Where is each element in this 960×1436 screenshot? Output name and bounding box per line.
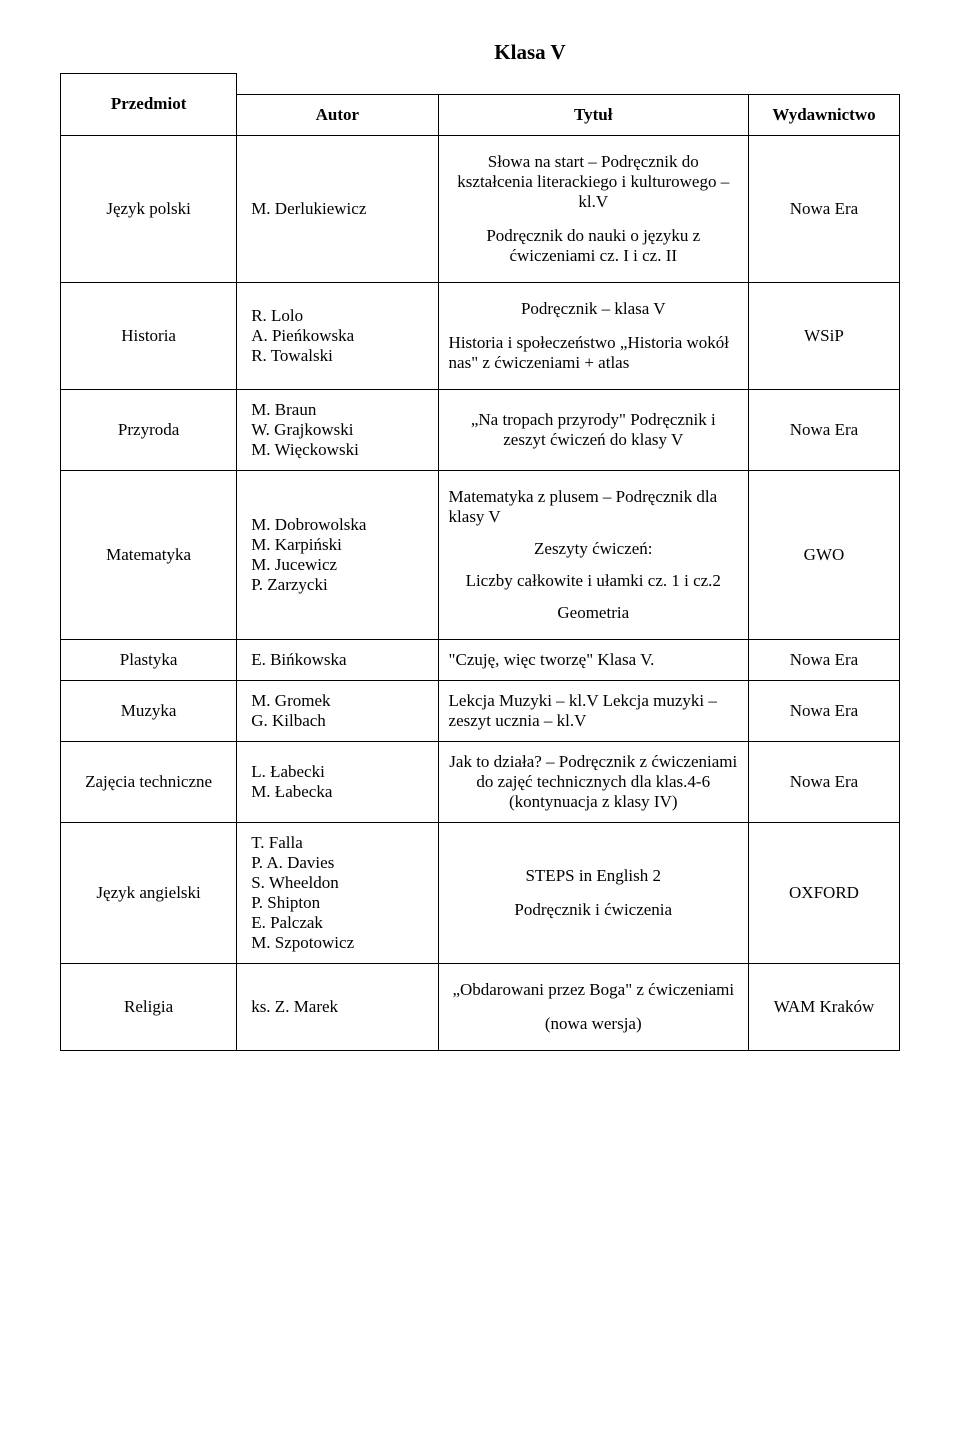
title-line: (nowa wersja) <box>449 1014 738 1034</box>
cell-publisher: WAM Kraków <box>748 963 899 1050</box>
cell-publisher: Nowa Era <box>748 741 899 822</box>
author-line: P. Shipton <box>251 893 429 913</box>
cell-subject: Przyroda <box>61 389 237 470</box>
author-line: E. Palczak <box>251 913 429 933</box>
cell-author: E. Bińkowska <box>237 639 438 680</box>
author-line: L. Łabecki <box>251 762 429 782</box>
cell-publisher: Nowa Era <box>748 389 899 470</box>
cell-title: "Czuję, więc tworzę" Klasa V. <box>438 639 748 680</box>
cell-title: Podręcznik – klasa V Historia i społecze… <box>438 282 748 389</box>
cell-subject: Plastyka <box>61 639 237 680</box>
cell-subject: Zajęcia techniczne <box>61 741 237 822</box>
cell-title: „Obdarowani przez Boga" z ćwiczeniami (n… <box>438 963 748 1050</box>
cell-author: M. Dobrowolska M. Karpiński M. Jucewicz … <box>237 470 438 639</box>
cell-title: Słowa na start – Podręcznik do kształcen… <box>438 135 748 282</box>
author-line: M. Łabecka <box>251 782 429 802</box>
header-publisher: Wydawnictwo <box>748 94 899 135</box>
title-line: Słowa na start – Podręcznik do kształcen… <box>449 152 738 212</box>
author-line: R. Towalski <box>251 346 429 366</box>
table-row: Historia R. Lolo A. Pieńkowska R. Towals… <box>61 282 900 389</box>
cell-subject: Historia <box>61 282 237 389</box>
table-row: Matematyka M. Dobrowolska M. Karpiński M… <box>61 470 900 639</box>
author-line: M. Karpiński <box>251 535 429 555</box>
cell-publisher: Nowa Era <box>748 680 899 741</box>
header-author: Autor <box>237 94 438 135</box>
author-line: R. Lolo <box>251 306 429 326</box>
author-line: S. Wheeldon <box>251 873 429 893</box>
header-spacer <box>237 74 900 95</box>
author-line: A. Pieńkowska <box>251 326 429 346</box>
cell-subject: Język angielski <box>61 822 237 963</box>
cell-title: Jak to działa? – Podręcznik z ćwiczeniam… <box>438 741 748 822</box>
cell-title: Lekcja Muzyki – kl.V Lekcja muzyki – zes… <box>438 680 748 741</box>
cell-subject: Język polski <box>61 135 237 282</box>
header-subject: Przedmiot <box>61 74 237 136</box>
author-line: M. Dobrowolska <box>251 515 429 535</box>
table-row: Język angielski T. Falla P. A. Davies S.… <box>61 822 900 963</box>
cell-publisher: Nowa Era <box>748 135 899 282</box>
cell-author: M. Gromek G. Kilbach <box>237 680 438 741</box>
author-line: P. Zarzycki <box>251 575 429 595</box>
header-title: Tytuł <box>438 94 748 135</box>
title-line: Matematyka z plusem – Podręcznik dla kla… <box>449 487 738 527</box>
cell-author: R. Lolo A. Pieńkowska R. Towalski <box>237 282 438 389</box>
header-row: Przedmiot <box>61 74 900 95</box>
cell-title: Matematyka z plusem – Podręcznik dla kla… <box>438 470 748 639</box>
author-line: M. Więckowski <box>251 440 429 460</box>
table-row: Religia ks. Z. Marek „Obdarowani przez B… <box>61 963 900 1050</box>
author-line: M. Braun <box>251 400 429 420</box>
textbook-table: Przedmiot Autor Tytuł Wydawnictwo Język … <box>60 73 900 1051</box>
cell-author: L. Łabecki M. Łabecka <box>237 741 438 822</box>
cell-author: ks. Z. Marek <box>237 963 438 1050</box>
cell-publisher: Nowa Era <box>748 639 899 680</box>
title-line: Zeszyty ćwiczeń: <box>449 539 738 559</box>
title-line: Podręcznik i ćwiczenia <box>449 900 738 920</box>
cell-title: „Na tropach przyrody" Podręcznik i zeszy… <box>438 389 748 470</box>
author-line: M. Jucewicz <box>251 555 429 575</box>
table-row: Plastyka E. Bińkowska "Czuję, więc tworz… <box>61 639 900 680</box>
table-row: Język polski M. Derlukiewicz Słowa na st… <box>61 135 900 282</box>
cell-publisher: GWO <box>748 470 899 639</box>
title-line: Historia i społeczeństwo „Historia wokół… <box>449 333 738 373</box>
title-line: STEPS in English 2 <box>449 866 738 886</box>
table-row: Zajęcia techniczne L. Łabecki M. Łabecka… <box>61 741 900 822</box>
author-line: M. Gromek <box>251 691 429 711</box>
table-row: Przyroda M. Braun W. Grajkowski M. Więck… <box>61 389 900 470</box>
title-line: Podręcznik – klasa V <box>449 299 738 319</box>
author-line: P. A. Davies <box>251 853 429 873</box>
author-line: G. Kilbach <box>251 711 429 731</box>
title-line: „Obdarowani przez Boga" z ćwiczeniami <box>449 980 738 1000</box>
title-line: Geometria <box>449 603 738 623</box>
cell-author: M. Braun W. Grajkowski M. Więckowski <box>237 389 438 470</box>
page-title: Klasa V <box>160 40 900 65</box>
cell-subject: Religia <box>61 963 237 1050</box>
cell-author: M. Derlukiewicz <box>237 135 438 282</box>
cell-subject: Muzyka <box>61 680 237 741</box>
cell-publisher: WSiP <box>748 282 899 389</box>
cell-publisher: OXFORD <box>748 822 899 963</box>
table-row: Muzyka M. Gromek G. Kilbach Lekcja Muzyk… <box>61 680 900 741</box>
cell-subject: Matematyka <box>61 470 237 639</box>
title-line: Liczby całkowite i ułamki cz. 1 i cz.2 <box>449 571 738 591</box>
author-line: T. Falla <box>251 833 429 853</box>
cell-title: STEPS in English 2 Podręcznik i ćwiczeni… <box>438 822 748 963</box>
author-line: W. Grajkowski <box>251 420 429 440</box>
title-line: Podręcznik do nauki o języku z ćwiczenia… <box>449 226 738 266</box>
author-line: M. Szpotowicz <box>251 933 429 953</box>
cell-author: T. Falla P. A. Davies S. Wheeldon P. Shi… <box>237 822 438 963</box>
